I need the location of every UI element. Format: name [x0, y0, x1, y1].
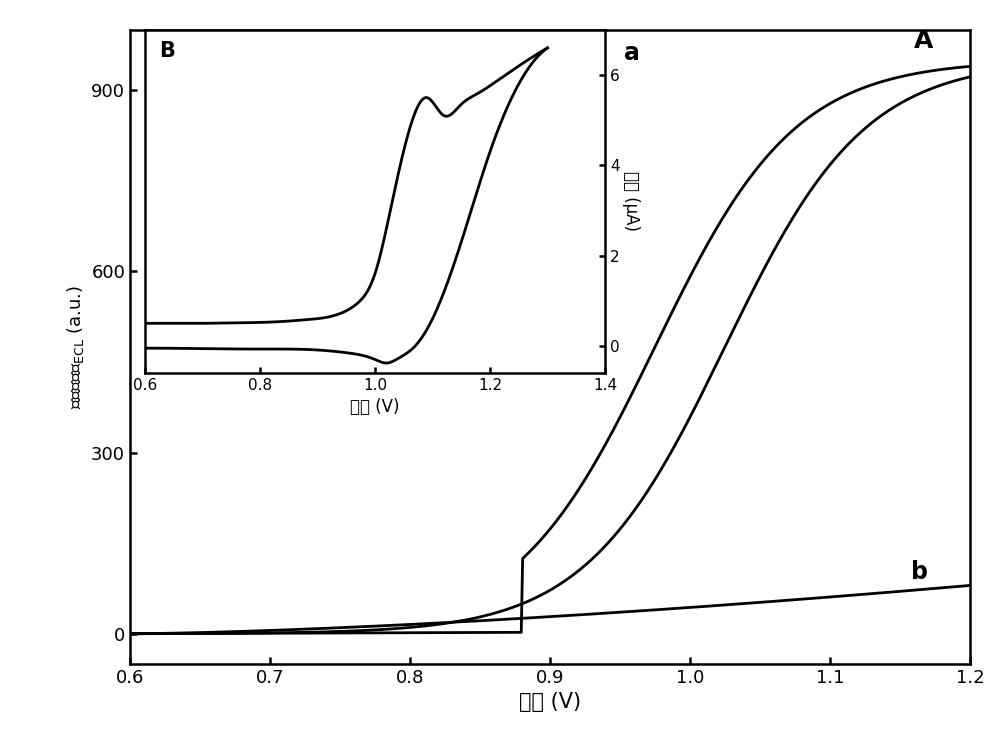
Y-axis label: 电流 (μA): 电流 (μA): [622, 172, 640, 231]
Text: A: A: [914, 29, 933, 53]
X-axis label: 电位 (V): 电位 (V): [350, 398, 400, 416]
Text: b: b: [911, 560, 928, 584]
Text: B: B: [159, 41, 175, 61]
X-axis label: 电位 (V): 电位 (V): [519, 692, 581, 712]
Y-axis label: 光信号强度$_\mathrm{ECL}$ (a.u.): 光信号强度$_\mathrm{ECL}$ (a.u.): [65, 285, 86, 409]
Text: a: a: [624, 41, 640, 65]
